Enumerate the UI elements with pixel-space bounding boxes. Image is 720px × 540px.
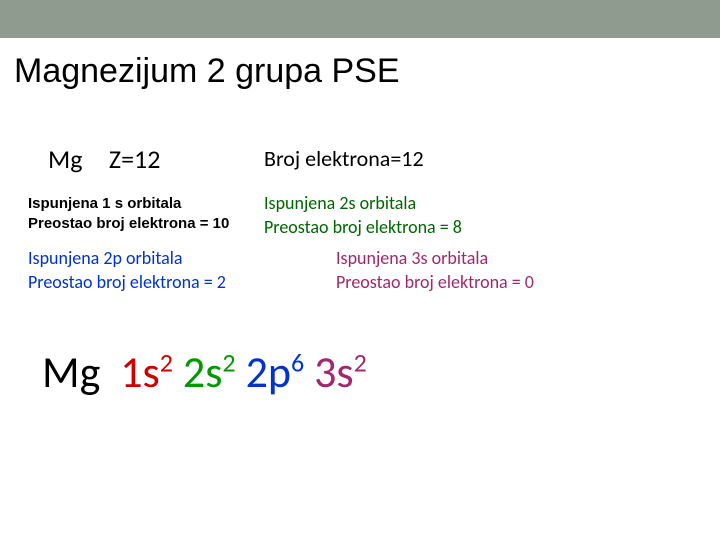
orbital-2s-line2: Preostao broj elektrona = 8 [264, 215, 462, 239]
orbital-2p-line1: Ispunjena 2p orbitala [28, 246, 226, 270]
orbital-2p-line2: Preostao broj elektrona = 2 [28, 270, 226, 294]
page-title: Magnezijum 2 grupa PSE [0, 38, 720, 91]
orbital-block-3s: Ispunjena 3s orbitala Preostao broj elek… [336, 246, 534, 295]
orbital-3s-line2: Preostao broj elektrona = 0 [336, 270, 534, 294]
config-1s: 1s2 [120, 345, 173, 399]
config-3s: 3s2 [314, 345, 367, 399]
config-2p: 2p6 [246, 345, 305, 399]
orbital-block-1s: Ispunjena 1 s orbitala Preostao broj ele… [28, 194, 229, 235]
electron-configuration: Mg 1s2 2s2 2p6 3s2 [42, 345, 367, 399]
orbital-3s-line1: Ispunjena 3s orbitala [336, 246, 534, 270]
electron-count: Broj elektrona=12 [264, 145, 424, 172]
config-element: Mg [42, 345, 100, 399]
element-info-row: Mg Z=12 Broj elektrona=12 [48, 143, 668, 175]
orbital-1s-line2: Preostao broj elektrona = 10 [28, 214, 229, 234]
top-bar [0, 0, 720, 38]
element-symbol: Mg [48, 143, 82, 175]
orbital-2s-line1: Ispunjena 2s orbitala [264, 191, 462, 215]
config-2s: 2s2 [183, 345, 236, 399]
atomic-number: Z=12 [109, 143, 160, 175]
orbital-block-2p: Ispunjena 2p orbitala Preostao broj elek… [28, 246, 226, 295]
orbital-block-2s: Ispunjena 2s orbitala Preostao broj elek… [264, 191, 462, 240]
orbital-1s-line1: Ispunjena 1 s orbitala [28, 194, 229, 214]
